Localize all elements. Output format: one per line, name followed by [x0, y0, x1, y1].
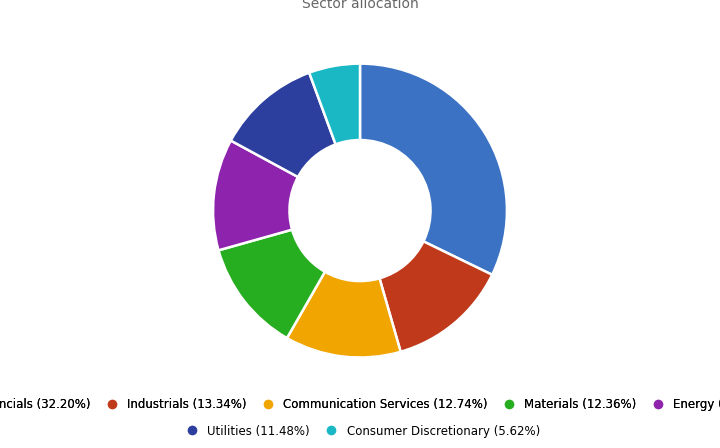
- Wedge shape: [287, 272, 400, 358]
- Wedge shape: [360, 64, 507, 275]
- Wedge shape: [379, 241, 492, 352]
- Legend: Financials (32.20%), Industrials (13.34%), Communication Services (12.74%), Mate: Financials (32.20%), Industrials (13.34%…: [0, 398, 720, 411]
- Wedge shape: [213, 141, 298, 250]
- Wedge shape: [219, 230, 325, 338]
- Legend: Utilities (11.48%), Consumer Discretionary (5.62%): Utilities (11.48%), Consumer Discretiona…: [180, 425, 540, 438]
- Wedge shape: [231, 73, 336, 177]
- Title: Sector allocation: Sector allocation: [302, 0, 418, 11]
- Wedge shape: [309, 64, 360, 144]
